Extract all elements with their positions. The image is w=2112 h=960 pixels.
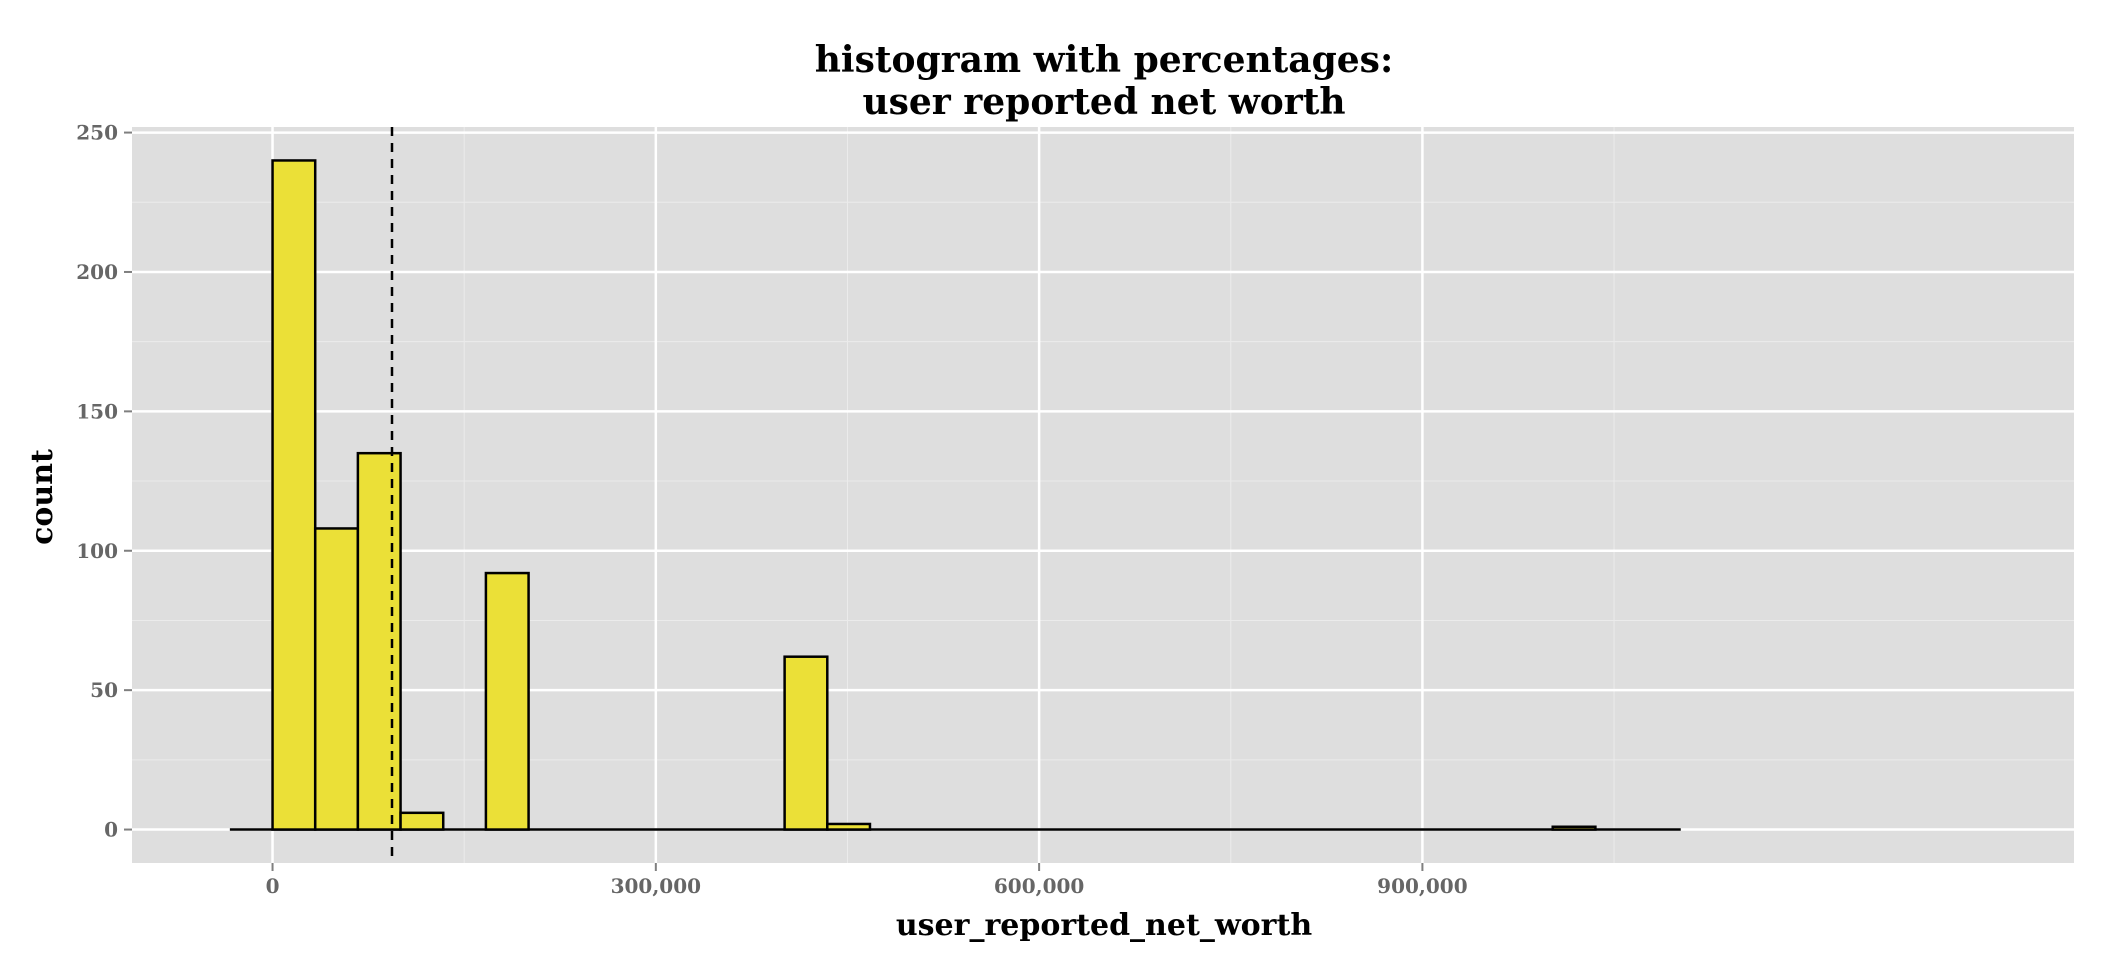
histogram-bar (826, 822, 872, 831)
y-tick-label: 200 (76, 260, 118, 284)
histogram-bar (484, 571, 530, 831)
x-axis-title: user_reported_net_worth (896, 908, 1312, 943)
y-tick-label: 250 (76, 121, 118, 145)
histogram-bar (356, 451, 402, 831)
histogram-bar (783, 655, 829, 831)
plot-panel-layer (132, 127, 2074, 863)
histogram-bar (271, 159, 317, 831)
x-tick-label: 900,000 (1377, 874, 1467, 898)
x-tick-label: 300,000 (611, 874, 701, 898)
y-tick-label: 0 (104, 818, 118, 842)
y-tick-label: 100 (76, 539, 118, 563)
ticks-layer: 0 50 100 150 200 250 0 300,000 600,000 900,000 (76, 121, 1467, 898)
histogram-bar (399, 811, 445, 831)
plot-panel (132, 127, 2074, 863)
y-tick-label: 50 (90, 678, 118, 702)
y-tick-label: 150 (76, 399, 118, 423)
y-axis-title: count (25, 449, 60, 545)
x-tick-label: 0 (266, 874, 280, 898)
x-tick-label: 600,000 (994, 874, 1084, 898)
histogram-bar (313, 527, 360, 831)
bars-layer (229, 159, 1681, 831)
chart-title-line-2: user reported net worth (862, 81, 1345, 123)
chart-title-line-1: histogram with percentages: (815, 39, 1393, 81)
histogram-bar (1551, 825, 1597, 831)
